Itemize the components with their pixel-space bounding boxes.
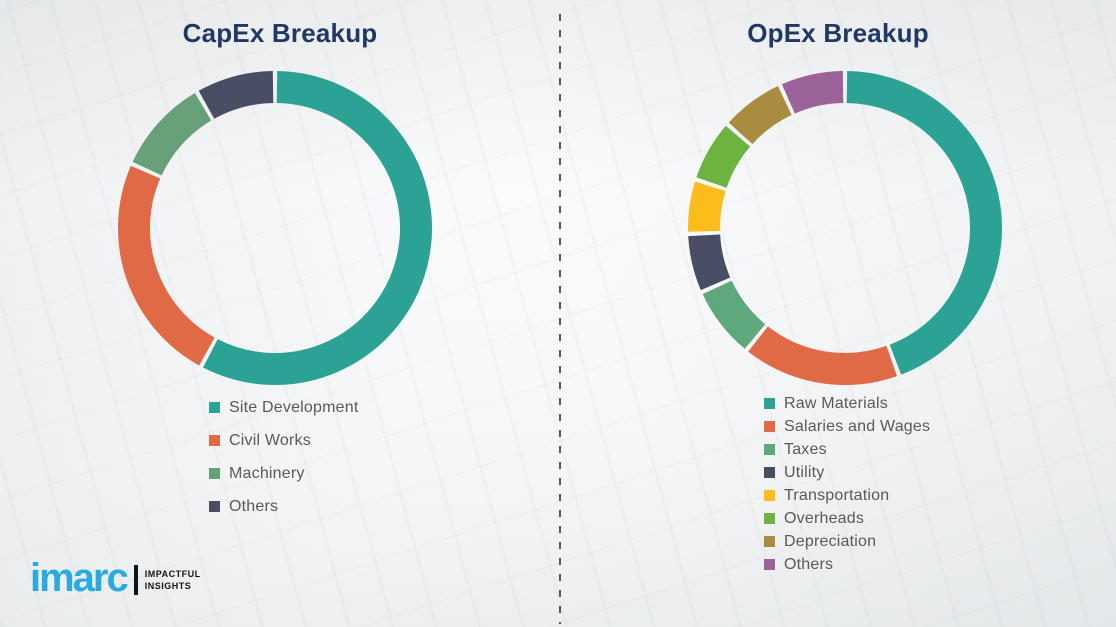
donut-slice bbox=[132, 92, 212, 176]
legend-item: Others bbox=[209, 490, 359, 523]
legend-item: Transportation bbox=[764, 484, 930, 507]
logo-tagline-line1: IMPACTFUL bbox=[144, 568, 201, 579]
donut-slice bbox=[203, 71, 432, 385]
divider-dashed-line bbox=[559, 14, 561, 624]
legend-swatch bbox=[764, 490, 775, 501]
donut-slice bbox=[728, 86, 793, 145]
legend-item: Others bbox=[764, 553, 930, 576]
capex-legend: Site Development Civil Works Machinery Othe… bbox=[209, 391, 359, 523]
logo-tagline-line2: INSIGHTS bbox=[144, 581, 192, 591]
donut-slice bbox=[118, 165, 215, 366]
logo-tagline: IMPACTFUL INSIGHTS bbox=[145, 568, 201, 592]
legend-label: Overheads bbox=[784, 509, 865, 527]
legend-swatch bbox=[764, 398, 775, 409]
legend-item: Overheads bbox=[764, 507, 930, 530]
legend-label: Utility bbox=[784, 463, 825, 481]
legend-label: Others bbox=[229, 497, 279, 515]
legend-swatch bbox=[764, 421, 775, 432]
legend-item: Civil Works bbox=[209, 424, 359, 457]
legend-swatch bbox=[764, 467, 775, 478]
legend-swatch bbox=[209, 501, 220, 512]
donut-slice bbox=[198, 71, 274, 119]
legend-swatch bbox=[764, 536, 775, 547]
opex-legend: Raw Materials Salaries and Wages Taxes Util… bbox=[764, 392, 930, 576]
imarc-logo: imarc IMPACTFUL INSIGHTS bbox=[30, 558, 201, 598]
donut-slice bbox=[688, 234, 731, 291]
logo-divider-bar bbox=[133, 565, 138, 595]
opex-title: OpEx Breakup bbox=[747, 18, 929, 48]
legend-label: Transportation bbox=[784, 486, 890, 504]
capex-title: CapEx Breakup bbox=[182, 18, 378, 48]
legend-swatch bbox=[764, 513, 775, 524]
legend-item: Depreciation bbox=[764, 530, 930, 553]
legend-swatch bbox=[209, 435, 220, 446]
legend-item: Utility bbox=[764, 461, 930, 484]
legend-item: Raw Materials bbox=[764, 392, 930, 415]
donut-slice bbox=[781, 71, 844, 114]
legend-item: Site Development bbox=[209, 391, 359, 424]
legend-item: Taxes bbox=[764, 438, 930, 461]
legend-label: Taxes bbox=[784, 440, 827, 458]
legend-label: Others bbox=[784, 555, 834, 573]
opex-donut-chart bbox=[688, 71, 1002, 385]
legend-swatch bbox=[764, 559, 775, 570]
donut-slice bbox=[702, 280, 766, 349]
legend-label: Salaries and Wages bbox=[784, 417, 931, 435]
legend-item: Salaries and Wages bbox=[764, 415, 930, 438]
legend-label: Civil Works bbox=[229, 431, 311, 449]
legend-swatch bbox=[209, 402, 220, 413]
donut-slice bbox=[696, 125, 751, 189]
legend-label: Machinery bbox=[229, 464, 305, 482]
legend-swatch bbox=[209, 468, 220, 479]
legend-swatch bbox=[764, 444, 775, 455]
legend-item: Machinery bbox=[209, 457, 359, 490]
imarc-wordmark: imarc bbox=[30, 556, 129, 600]
legend-label: Raw Materials bbox=[784, 394, 888, 412]
donut-slice bbox=[688, 181, 726, 232]
capex-donut-chart bbox=[118, 71, 432, 385]
donut-slice bbox=[748, 326, 898, 385]
legend-label: Depreciation bbox=[784, 532, 877, 550]
legend-label: Site Development bbox=[229, 398, 359, 416]
donut-slice bbox=[846, 71, 1002, 375]
